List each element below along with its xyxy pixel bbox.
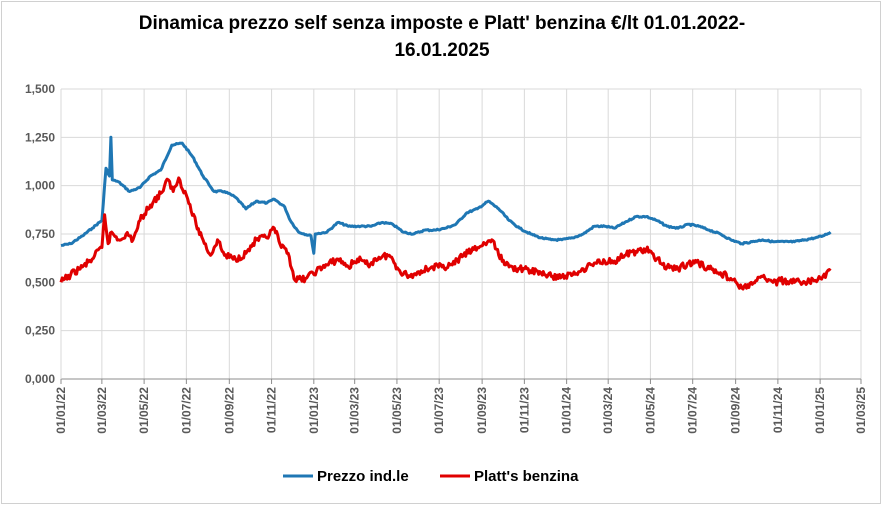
x-tick-label: 01/01/25 (813, 387, 827, 434)
grid (60, 88, 862, 384)
y-tick-label: 0,500 (25, 275, 55, 289)
y-tick-label: 1,250 (25, 130, 55, 144)
x-tick-label: 01/01/23 (307, 387, 321, 434)
x-tick-label: 01/11/24 (771, 387, 785, 433)
x-tick-label: 01/05/24 (643, 387, 657, 434)
series-lines (59, 135, 832, 291)
x-tick-label: 01/05/22 (137, 387, 151, 434)
x-tick-label: 01/09/22 (222, 387, 236, 434)
series-line-1 (60, 135, 832, 255)
x-tick-labels: 01/01/22 01/03/22 01/05/22 01/07/22 01/09/22… (54, 387, 868, 434)
chart-title: Dinamica prezzo self senza imposte e Pla… (0, 10, 884, 64)
y-tick-label: 0,750 (25, 227, 55, 241)
x-tick-label: 01/03/23 (348, 387, 362, 434)
x-tick-label: 01/01/24 (560, 387, 574, 434)
x-tick-label: 01/03/25 (854, 387, 868, 434)
x-tick-label: 01/09/24 (729, 387, 743, 434)
x-tick-label: 01/07/23 (432, 387, 446, 434)
x-tick-label: 01/03/24 (601, 387, 615, 434)
x-tick-label: 01/07/22 (179, 387, 193, 434)
series-line-2 (59, 176, 832, 291)
y-tick-label: 1,500 (25, 82, 55, 96)
legend-label-1: Prezzo ind.le (317, 468, 409, 485)
chart-title-line2: 16.01.2025 (394, 40, 490, 61)
legend-label-2: Platt's benzina (474, 468, 579, 485)
x-tick-label: 01/03/22 (95, 387, 109, 434)
chart-title-line1: Dinamica prezzo self senza imposte e Pla… (138, 13, 746, 34)
x-tick-label: 01/01/22 (54, 387, 68, 434)
y-tick-label: 1,000 (25, 179, 55, 193)
y-tick-label: 0,000 (25, 372, 55, 386)
x-tick-label: 01/07/24 (686, 387, 700, 434)
legend: Prezzo ind.le Platt's benzina (283, 468, 579, 485)
x-tick-label: 01/11/22 (265, 387, 279, 433)
x-tick-label: 01/05/23 (390, 387, 404, 434)
x-tick-label: 01/11/23 (517, 387, 531, 433)
x-tick-label: 01/09/23 (475, 387, 489, 434)
y-tick-labels: 0,000 0,250 0,500 0,750 1,000 1,250 1,500 (25, 82, 55, 386)
y-tick-label: 0,250 (25, 324, 55, 338)
